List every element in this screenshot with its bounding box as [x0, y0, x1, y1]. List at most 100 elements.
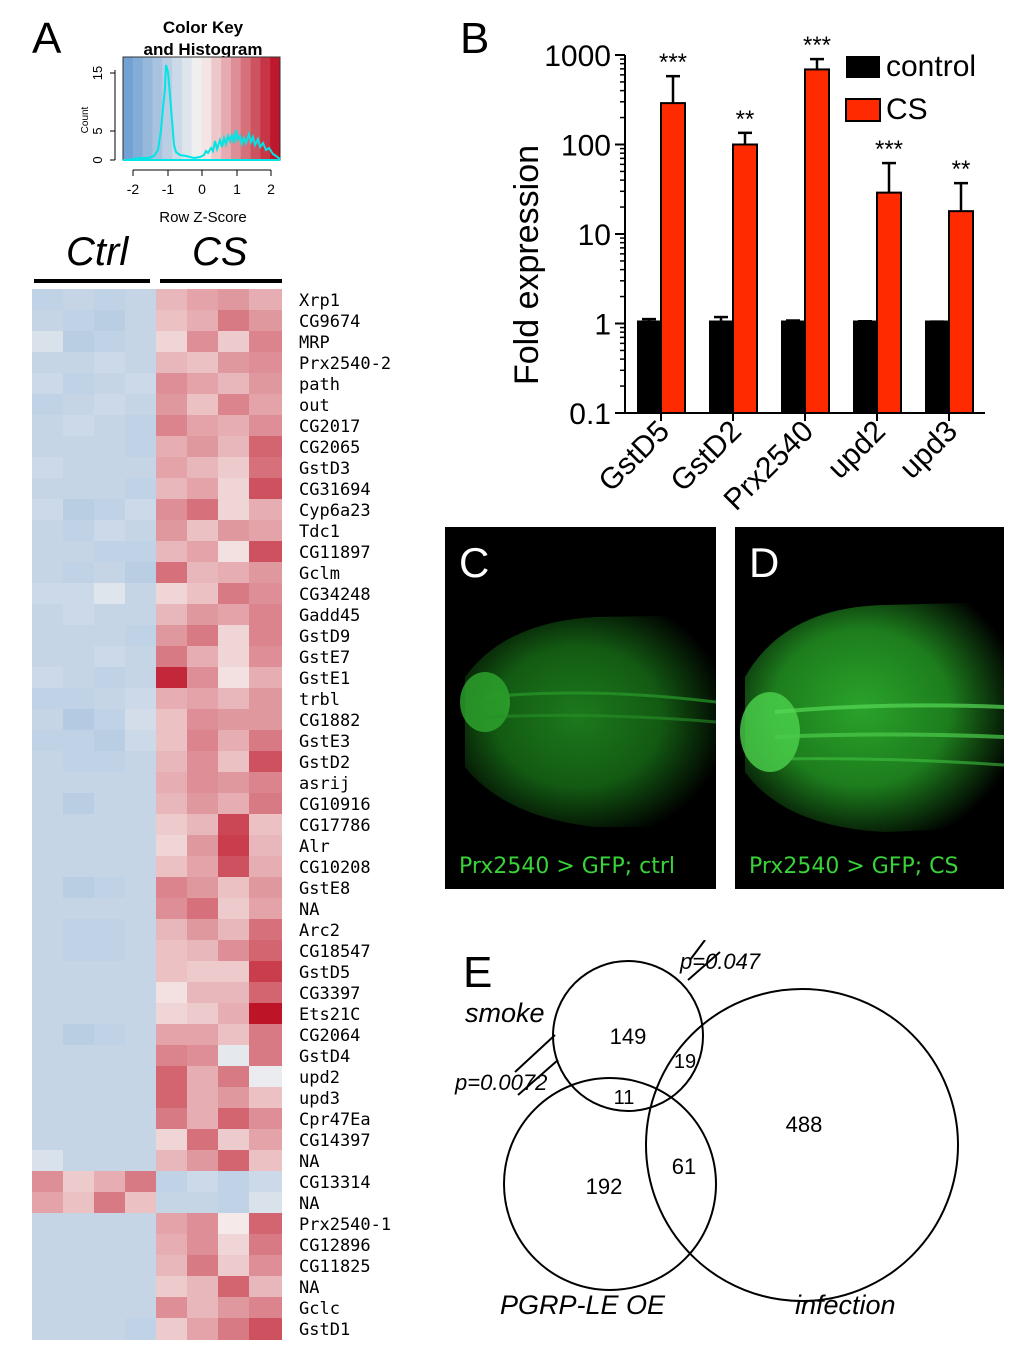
- heatmap-cell: [94, 1150, 125, 1172]
- gene-label: Arc2: [299, 921, 340, 941]
- heatmap-cell: [63, 331, 94, 353]
- heatmap-cell: [249, 730, 282, 752]
- heatmap-cell: [156, 772, 187, 794]
- heatmap-cell: [63, 352, 94, 374]
- heatmap-cell: [156, 1024, 187, 1046]
- gfp-image-cs: D Prx2540 > GFP; CS: [735, 527, 1004, 889]
- legend-label-control: control: [886, 50, 976, 83]
- heatmap-cell: [249, 835, 282, 857]
- heatmap-cell: [94, 772, 125, 794]
- heatmap-cell: [156, 1129, 187, 1151]
- heatmap-cell: [32, 520, 63, 542]
- y-tick-label: 100: [561, 130, 611, 163]
- heatmap-cell: [94, 436, 125, 458]
- heatmap-cell: [94, 688, 125, 710]
- heatmap-cell: [218, 520, 249, 542]
- heatmap-cell: [218, 331, 249, 353]
- heatmap-cell: [156, 961, 187, 983]
- venn-count-infection-only: 488: [786, 1112, 823, 1137]
- heatmap-cell: [32, 814, 63, 836]
- heatmap-cell: [94, 961, 125, 983]
- heatmap-cell: [63, 310, 94, 332]
- heatmap-cell: [249, 751, 282, 773]
- gene-label: CG2017: [299, 417, 361, 437]
- heatmap-cell: [249, 1003, 282, 1025]
- legend-label-cs: CS: [886, 93, 928, 126]
- heatmap-cell: [125, 940, 156, 962]
- heatmap-cell: [249, 583, 282, 605]
- heatmap-cell: [218, 667, 249, 689]
- heatmap-cell: [218, 1003, 249, 1025]
- heatmap-cell: [63, 394, 94, 416]
- color-key-title: Color Key: [163, 18, 244, 37]
- heatmap-cell: [125, 688, 156, 710]
- heatmap-cell: [94, 289, 125, 311]
- heatmap-cell: [249, 898, 282, 920]
- heatmap-cell: [63, 877, 94, 899]
- heatmap-cell: [125, 289, 156, 311]
- venn-diagram: smoke PGRP-LE OE infection p=0.047 p=0.0…: [454, 940, 959, 1320]
- gene-label: NA: [299, 1194, 320, 1214]
- heatmap-cell: [94, 1234, 125, 1256]
- heatmap-cell: [125, 667, 156, 689]
- heatmap-cell: [187, 856, 218, 878]
- heatmap-cell: [187, 982, 218, 1004]
- heatmap-cell: [94, 877, 125, 899]
- heatmap-cell: [249, 478, 282, 500]
- heatmap-cell: [249, 1234, 282, 1256]
- gene-label: GstD4: [299, 1047, 351, 1067]
- heatmap-cell: [94, 562, 125, 584]
- heatmap-cell: [187, 415, 218, 437]
- gene-label: NA: [299, 900, 320, 920]
- heatmap-cell: [187, 331, 218, 353]
- gfp-image-ctrl: C Prx2540 > GFP; ctrl: [445, 527, 716, 889]
- y-tick-label: 1000: [544, 40, 611, 73]
- heatmap-cell: [32, 289, 63, 311]
- heatmap-cell: [32, 709, 63, 731]
- bar-cs: [804, 68, 830, 415]
- heatmap-cell: [32, 1234, 63, 1256]
- heatmap-cell: [156, 1150, 187, 1172]
- x-tick-label: upd3: [893, 415, 964, 486]
- heatmap-cell: [32, 1192, 63, 1214]
- gene-label: Gclc: [299, 1299, 340, 1319]
- heatmap-cell: [249, 940, 282, 962]
- heatmap-cell: [32, 583, 63, 605]
- y-axis-label: Fold expression: [508, 145, 546, 385]
- heatmap-cell: [63, 373, 94, 395]
- heatmap-cell: [218, 646, 249, 668]
- heatmap-cell: [156, 940, 187, 962]
- heatmap-cell: [249, 793, 282, 815]
- heatmap-cell: [218, 898, 249, 920]
- heatmap-cell: [156, 709, 187, 731]
- color-key-band: [152, 57, 163, 160]
- pvalue-smoke-pgrp: p=0.0072: [454, 1070, 547, 1095]
- group-bar-ctrl: [34, 279, 150, 283]
- gene-label: GstD1: [299, 1320, 351, 1340]
- heatmap-cell: [125, 1066, 156, 1088]
- count-tick-5: 5: [90, 127, 105, 134]
- heatmap-cell: [249, 1171, 282, 1193]
- heatmap-cell: [63, 1192, 94, 1214]
- heatmap-cell: [218, 1171, 249, 1193]
- heatmap-cell: [32, 415, 63, 437]
- heatmap-cell: [187, 1003, 218, 1025]
- heatmap-cell: [187, 1255, 218, 1277]
- heatmap-cell: [187, 961, 218, 983]
- legend-swatch-control: [846, 56, 880, 78]
- heatmap-cell: [63, 604, 94, 626]
- heatmap-cell: [125, 646, 156, 668]
- heatmap-cell: [156, 982, 187, 1004]
- gene-label: NA: [299, 1278, 320, 1298]
- heatmap-cell: [249, 688, 282, 710]
- heatmap-cell: [94, 1045, 125, 1067]
- heatmap-cell: [218, 919, 249, 941]
- heatmap-cell: [125, 415, 156, 437]
- heatmap-cell: [187, 814, 218, 836]
- heatmap-cell: [63, 856, 94, 878]
- heatmap-cell: [94, 604, 125, 626]
- heatmap-cell: [218, 478, 249, 500]
- heatmap-cell: [187, 583, 218, 605]
- heatmap-cell: [187, 688, 218, 710]
